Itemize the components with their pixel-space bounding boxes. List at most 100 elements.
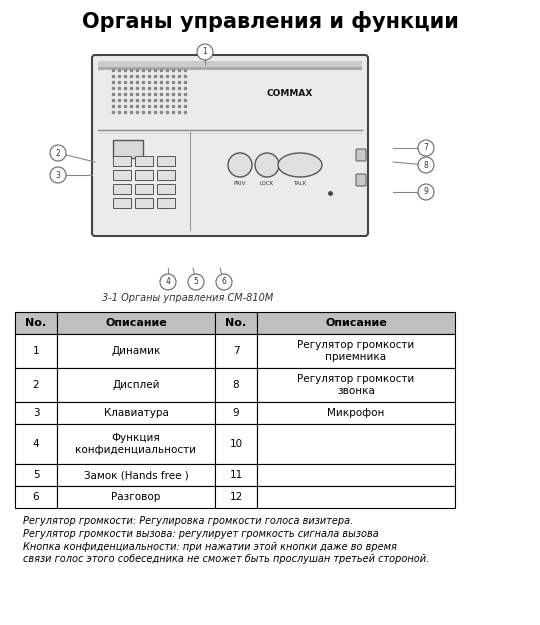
Bar [215,312,257,334]
Bar [135,170,153,180]
Bar [157,170,175,180]
Text: No.: No. [25,318,46,328]
Bar [257,424,455,464]
Bar [15,312,57,334]
Text: 3: 3 [56,171,60,179]
Text: 3: 3 [33,408,39,418]
Bar [15,402,57,424]
Circle shape [418,184,434,200]
Bar [215,424,257,464]
Text: 4: 4 [166,278,171,286]
Text: 6: 6 [33,492,39,502]
Bar [215,486,257,508]
Bar [113,198,131,208]
Bar [15,334,57,368]
Text: 6: 6 [221,278,226,286]
Bar [157,156,175,166]
Bar [57,464,215,486]
Bar [215,334,257,368]
Text: Описание: Описание [325,318,387,328]
Text: 10: 10 [230,439,242,449]
Text: 7: 7 [423,144,428,152]
Text: No.: No. [225,318,247,328]
Text: Микрофон: Микрофон [327,408,384,418]
Circle shape [228,153,252,177]
Text: Регулятор громкости
приемника: Регулятор громкости приемника [298,340,415,362]
Bar [257,402,455,424]
Bar [57,402,215,424]
Text: Кнопка конфиденциальности: при нажатии этой кнопки даже во время
связи голос это: Кнопка конфиденциальности: при нажатии э… [23,542,429,564]
Bar [215,402,257,424]
Circle shape [418,140,434,156]
Text: Дисплей: Дисплей [112,380,160,390]
Bar [15,424,57,464]
Text: LOCK: LOCK [260,181,274,186]
Bar [157,184,175,194]
Bar [57,312,215,334]
Text: TALK: TALK [293,181,307,186]
FancyBboxPatch shape [356,174,366,186]
Bar [257,334,455,368]
Ellipse shape [278,153,322,177]
Text: 12: 12 [230,492,242,502]
Bar [135,198,153,208]
Text: 7: 7 [233,346,239,356]
Text: Разговор: Разговор [111,492,161,502]
Bar [257,486,455,508]
Bar [257,368,455,402]
Text: Регулятор громкости вызова: регулирует громкость сигнала вызова: Регулятор громкости вызова: регулирует г… [23,529,379,539]
Bar [15,486,57,508]
Text: 1: 1 [202,48,207,56]
Text: 5: 5 [193,278,198,286]
Text: 2: 2 [33,380,39,390]
Circle shape [255,153,279,177]
Bar [15,464,57,486]
Bar [257,312,455,334]
Bar [113,156,131,166]
Bar [215,368,257,402]
Text: 9: 9 [423,188,428,196]
Bar [113,184,131,194]
Circle shape [197,44,213,60]
Text: Описание: Описание [105,318,167,328]
Text: Замок (Hands free ): Замок (Hands free ) [84,470,188,480]
Text: 2: 2 [56,149,60,158]
Bar [98,67,362,70]
Bar [135,184,153,194]
Bar [57,368,215,402]
Text: Функция
конфиденциальности: Функция конфиденциальности [76,433,197,455]
Text: Регулятор громкости
звонка: Регулятор громкости звонка [298,374,415,396]
Bar [257,464,455,486]
Text: 4: 4 [33,439,39,449]
Bar [215,464,257,486]
Text: 1: 1 [33,346,39,356]
Bar [57,334,215,368]
Circle shape [418,157,434,173]
Circle shape [50,145,66,161]
Text: 3-1 Органы управления СМ-810М: 3-1 Органы управления СМ-810М [102,293,273,303]
Circle shape [188,274,204,290]
Bar [113,170,131,180]
Bar [57,486,215,508]
Circle shape [216,274,232,290]
Bar [113,140,143,158]
Bar [57,424,215,464]
Text: PRIV: PRIV [234,181,246,186]
Text: Регулятор громкости: Регулировка громкости голоса визитера.: Регулятор громкости: Регулировка громкос… [23,516,353,526]
Bar [157,198,175,208]
Text: Динамик: Динамик [111,346,161,356]
Text: 11: 11 [230,470,242,480]
Bar [135,156,153,166]
FancyBboxPatch shape [92,55,368,236]
Circle shape [160,274,176,290]
Text: Клавиатура: Клавиатура [104,408,168,418]
Text: 5: 5 [33,470,39,480]
Bar [98,61,362,67]
Text: COMMAX: COMMAX [267,89,313,98]
Text: 8: 8 [233,380,239,390]
Circle shape [50,167,66,183]
Text: 9: 9 [233,408,239,418]
FancyBboxPatch shape [356,149,366,161]
Text: 8: 8 [423,161,428,169]
Bar [15,368,57,402]
